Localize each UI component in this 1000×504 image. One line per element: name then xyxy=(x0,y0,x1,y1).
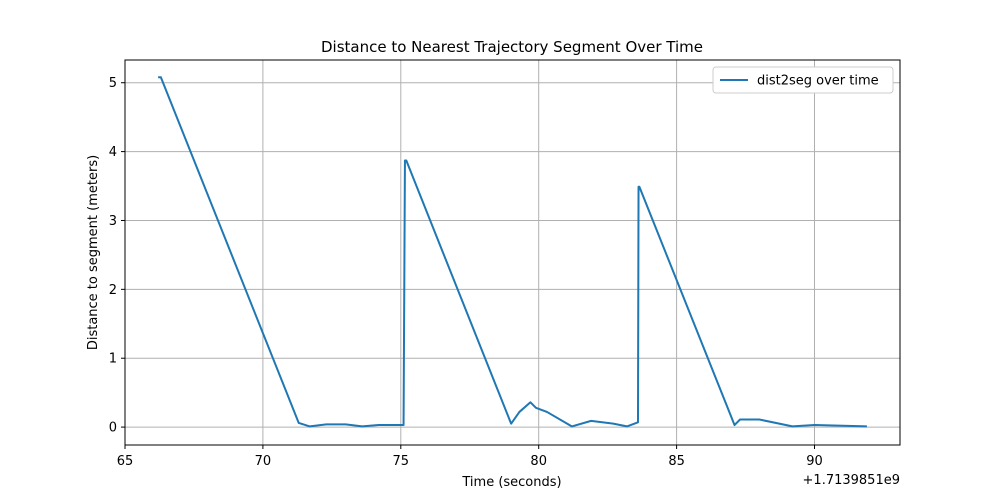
legend-label: dist2seg over time xyxy=(757,74,879,89)
y-tick-label: 1 xyxy=(109,352,117,367)
x-offset-label: +1.7139851e9 xyxy=(803,473,900,488)
legend-box xyxy=(712,66,894,94)
chart-title: Distance to Nearest Trajectory Segment O… xyxy=(321,38,703,56)
axes-frame xyxy=(124,59,901,446)
y-tick-label: 4 xyxy=(109,145,117,160)
y-axis-label: Distance to segment (meters) xyxy=(86,155,101,350)
y-tick-label: 3 xyxy=(109,214,117,229)
x-tick-label: 65 xyxy=(117,454,134,469)
plot-area xyxy=(158,76,867,428)
y-tick-label: 5 xyxy=(109,76,117,91)
x-tick-label: 80 xyxy=(530,454,547,469)
axis-ticks: 65 70 75 80 85 90 0 1 2 3 4 5 xyxy=(109,76,823,469)
grid xyxy=(124,60,900,445)
x-tick-label: 70 xyxy=(255,454,272,469)
legend: dist2seg over time xyxy=(712,66,894,94)
y-tick-label: 0 xyxy=(109,421,117,436)
x-tick-label: 75 xyxy=(393,454,410,469)
x-tick-label: 90 xyxy=(806,454,823,469)
x-axis-label: Time (seconds) xyxy=(461,475,561,490)
x-tick-label: 85 xyxy=(668,454,685,469)
y-tick-label: 2 xyxy=(109,283,117,298)
series-line xyxy=(158,76,867,428)
